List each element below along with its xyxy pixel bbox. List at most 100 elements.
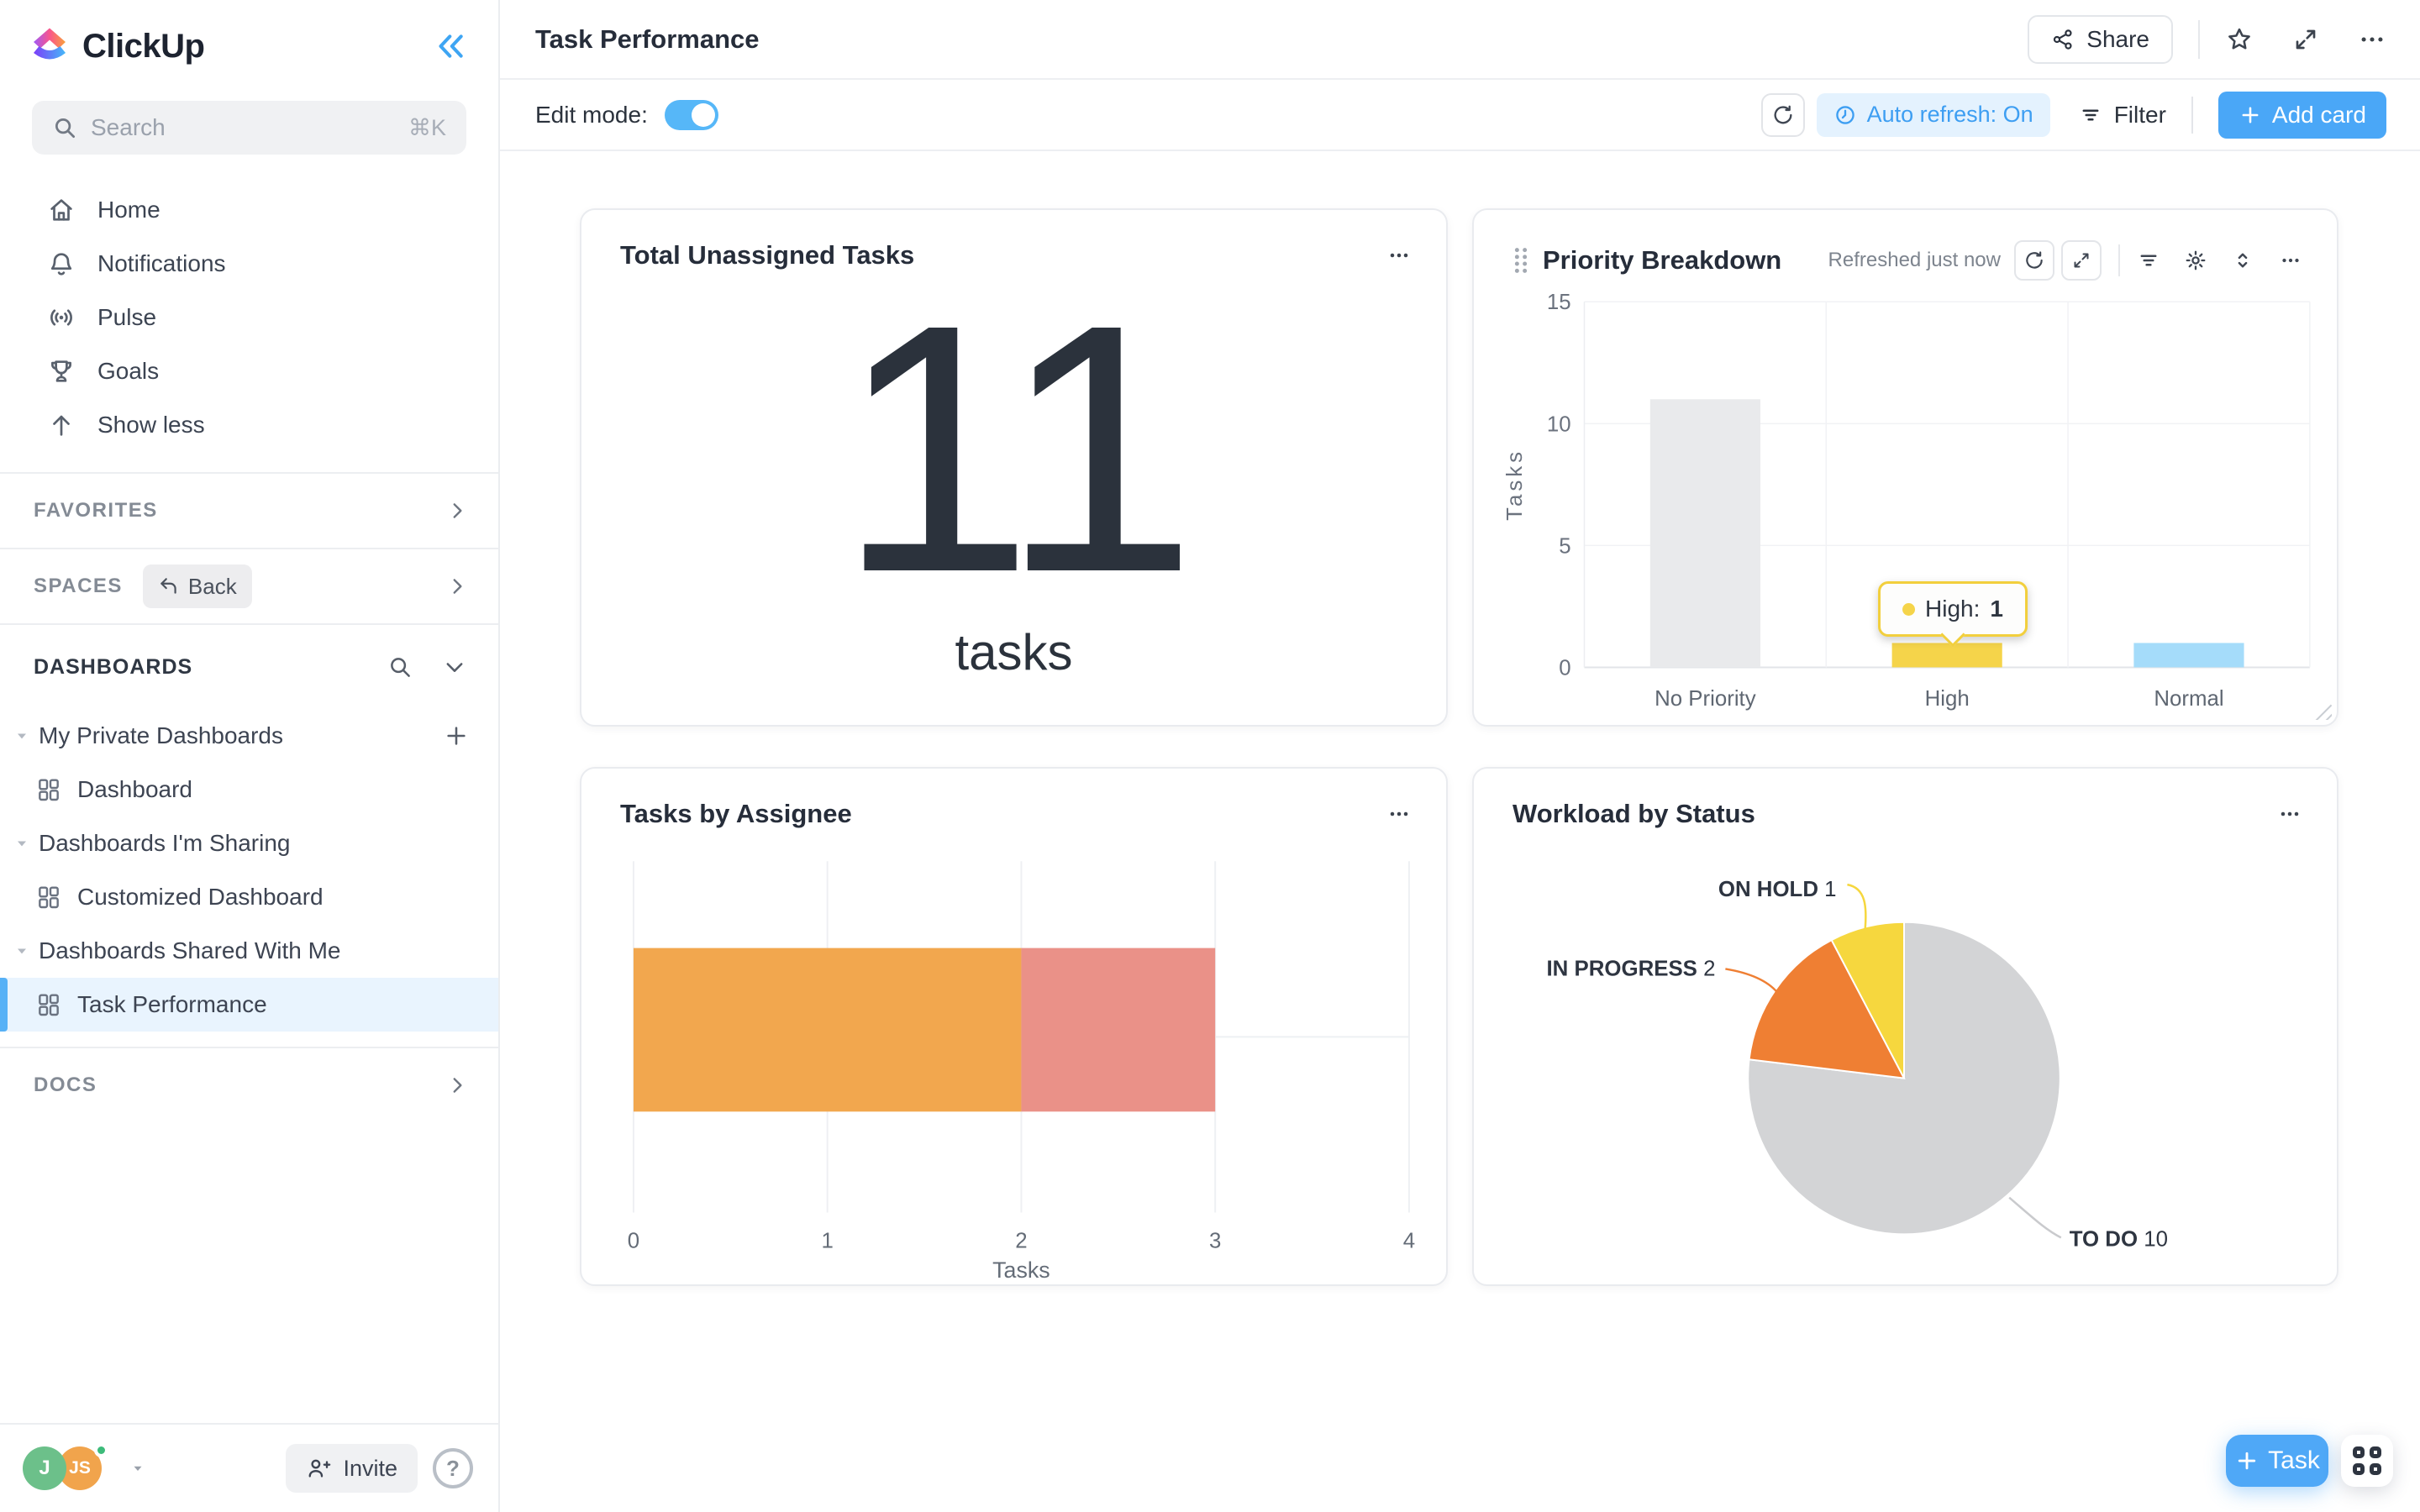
card-sort-icon[interactable]	[2231, 249, 2254, 272]
help-label: ?	[446, 1455, 460, 1481]
person-plus-icon	[309, 1459, 331, 1478]
card-resize-handle[interactable]	[2313, 701, 2332, 720]
priority-bar-chart[interactable]: 0 5 10 15 No Priority High Normal Tasks	[1474, 210, 2337, 725]
svg-text:High: High	[1925, 687, 1970, 711]
back-label: Back	[187, 573, 237, 599]
share-button[interactable]: Share	[2028, 14, 2173, 64]
chevron-down-icon[interactable]	[443, 655, 466, 679]
invite-label: Invite	[343, 1455, 397, 1481]
sidebar-nav: Home Notifications Pulse	[0, 183, 498, 452]
fullscreen-icon[interactable]	[2292, 26, 2319, 53]
tooltip-value: 1	[1990, 596, 2003, 622]
card-expand-button[interactable]	[2061, 240, 2102, 281]
sidebar-item-customized-dashboard[interactable]: Customized Dashboard	[0, 870, 498, 924]
brand-name: ClickUp	[82, 27, 205, 65]
card-menu-icon[interactable]	[2278, 248, 2303, 273]
invite-button[interactable]: Invite	[286, 1444, 418, 1493]
auto-refresh-button[interactable]: Auto refresh: On	[1816, 92, 2050, 137]
card-settings-gear-icon[interactable]	[2184, 249, 2207, 272]
clickup-logo-icon	[34, 28, 66, 60]
svg-text:5: 5	[1559, 534, 1570, 558]
sidebar-search[interactable]: ⌘K	[32, 101, 466, 155]
refreshed-status: Refreshed just now	[1828, 249, 2001, 271]
bell-icon	[50, 253, 72, 276]
card-menu-icon[interactable]	[1386, 242, 1413, 269]
card-title: Tasks by Assignee	[620, 799, 852, 828]
caret-down-icon[interactable]	[130, 1461, 145, 1476]
svg-text:Tasks: Tasks	[1503, 449, 1527, 521]
sidebar-item-goals[interactable]: Goals	[0, 344, 498, 398]
tree-item-label: Dashboard	[77, 776, 192, 802]
sidebar-item-pulse[interactable]: Pulse	[0, 291, 498, 344]
card-refresh-button[interactable]	[2014, 240, 2054, 281]
back-button[interactable]: Back	[142, 564, 252, 608]
filter-button[interactable]: Filter	[2079, 102, 2166, 129]
sidebar-item-task-performance[interactable]: Task Performance	[0, 978, 498, 1032]
tree-group-label: My Private Dashboards	[39, 722, 284, 748]
chevron-right-icon	[453, 1078, 462, 1093]
svg-text:4: 4	[1403, 1229, 1415, 1252]
assignee-stacked-bar-chart[interactable]: 0 1 2 3 4 Tasks	[581, 769, 1446, 1284]
sidebar-item-label: Goals	[97, 358, 160, 384]
workload-pie-chart[interactable]: TO DO 10 IN PROGRESS 2 ON HOLD 1	[1474, 769, 2337, 1284]
new-task-button[interactable]: Task	[2226, 1435, 2328, 1487]
add-card-label: Add card	[2271, 101, 2366, 128]
card-workload-by-status[interactable]: Workload by Status TO DO 10 IN PROGRESS 2…	[1472, 767, 2338, 1286]
sidebar-section-spaces[interactable]: SPACES Back	[0, 549, 498, 623]
dashboard-grid-icon	[39, 994, 59, 1016]
add-card-button[interactable]: Add card	[2217, 91, 2386, 139]
tree-group-dashboards-im-sharing[interactable]: Dashboards I'm Sharing	[0, 816, 498, 870]
svg-text:ON HOLD 1: ON HOLD 1	[1718, 878, 1837, 901]
divider	[2118, 244, 2120, 276]
card-priority-breakdown[interactable]: Priority Breakdown Refreshed just now	[1472, 208, 2338, 727]
drag-handle-icon[interactable]	[1512, 246, 1529, 275]
svg-text:TO DO 10: TO DO 10	[2070, 1227, 2168, 1251]
search-input[interactable]	[91, 114, 395, 141]
svg-text:Tasks: Tasks	[992, 1257, 1050, 1283]
tree-item-label: Customized Dashboard	[77, 884, 324, 910]
sidebar-section-docs[interactable]: DOCS	[0, 1048, 498, 1122]
sidebar-item-home[interactable]: Home	[0, 183, 498, 237]
sidebar-section-favorites[interactable]: FAVORITES	[0, 474, 498, 548]
help-button[interactable]: ?	[433, 1448, 473, 1488]
page-header: Task Performance Share	[500, 0, 2420, 80]
edit-mode-toggle[interactable]	[664, 99, 718, 130]
card-menu-icon[interactable]	[2276, 801, 2303, 827]
caret-down-icon	[18, 948, 26, 954]
sidebar-item-dashboard[interactable]: Dashboard	[0, 763, 498, 816]
sidebar-item-label: Home	[97, 197, 160, 223]
dashboards-search-icon[interactable]	[387, 654, 413, 680]
card-menu-icon[interactable]	[1386, 801, 1413, 827]
user-avatars[interactable]: JS J	[23, 1443, 130, 1492]
quick-actions-button[interactable]	[2341, 1435, 2393, 1487]
caret-down-icon	[18, 841, 26, 847]
sidebar-footer: JS J Invite ?	[0, 1423, 498, 1512]
divider	[2198, 19, 2200, 59]
plus-icon	[2242, 107, 2259, 123]
svg-text:IN PROGRESS 2: IN PROGRESS 2	[1547, 957, 1716, 980]
tree-group-dashboards-shared-with-me[interactable]: Dashboards Shared With Me	[0, 924, 498, 978]
svg-text:3: 3	[1209, 1229, 1221, 1252]
sidebar-item-notifications[interactable]: Notifications	[0, 237, 498, 291]
sidebar-section-dashboards[interactable]: DASHBOARDS	[0, 625, 498, 709]
card-tasks-by-assignee[interactable]: Tasks by Assignee 0 1 2 3 4 Tasks	[580, 767, 1448, 1286]
favorites-label: FAVORITES	[34, 499, 158, 522]
collapse-sidebar-icon[interactable]	[434, 29, 468, 63]
add-dashboard-icon[interactable]	[443, 722, 470, 749]
arrow-up-icon	[53, 415, 70, 436]
svg-text:2: 2	[1015, 1229, 1027, 1252]
favorite-star-icon[interactable]	[2225, 25, 2254, 54]
refresh-button[interactable]	[1760, 92, 1805, 137]
chart-tooltip: High: 1	[1878, 581, 2028, 637]
svg-text:1: 1	[822, 1229, 834, 1252]
avatar[interactable]: J	[23, 1446, 66, 1490]
card-title: Priority Breakdown	[1543, 245, 1782, 275]
more-options-icon[interactable]	[2358, 25, 2386, 54]
sidebar: ClickUp ⌘K Home	[0, 0, 500, 1512]
sidebar-item-show-less[interactable]: Show less	[0, 398, 498, 452]
card-filter-icon[interactable]	[2137, 249, 2160, 272]
card-total-unassigned-tasks[interactable]: Total Unassigned Tasks 11 tasks	[580, 208, 1448, 727]
tree-group-my-private-dashboards[interactable]: My Private Dashboards	[0, 709, 498, 763]
filter-lines-icon	[2082, 108, 2099, 121]
trophy-icon	[51, 360, 71, 382]
